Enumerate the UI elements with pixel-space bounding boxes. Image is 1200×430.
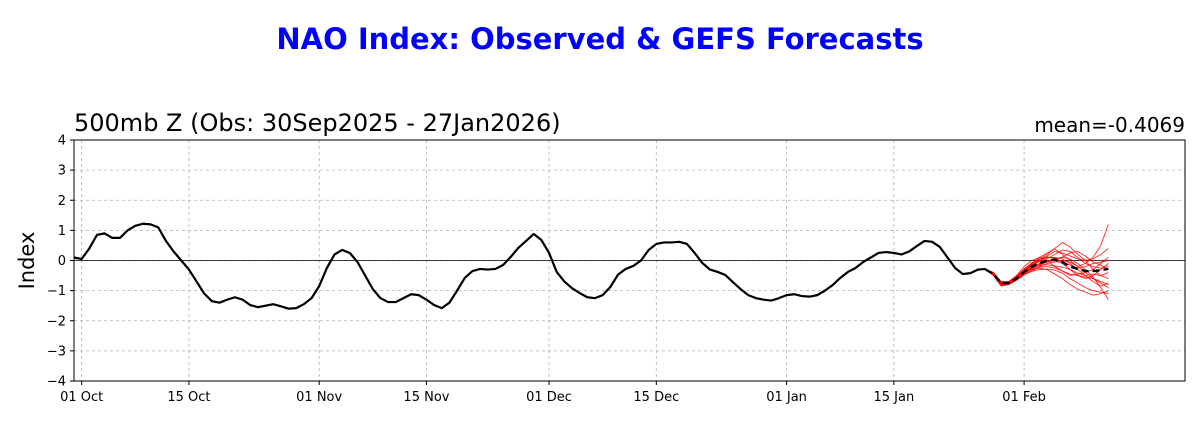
chart-suptitle: NAO Index: Observed & GEFS Forecasts <box>276 22 924 56</box>
y-tick-label: 4 <box>58 134 66 149</box>
forecast-member-line <box>985 268 1109 295</box>
observed-series-line <box>73 222 986 310</box>
ensemble-mean-line <box>985 258 1109 285</box>
y-tick-label: −2 <box>47 314 66 329</box>
y-tick-label: 1 <box>58 224 66 239</box>
y-tick-label: −1 <box>47 284 66 299</box>
chart-mean-label: mean=-0.4069 <box>1034 113 1185 137</box>
x-tick-label: 15 Oct <box>167 390 210 405</box>
chart-title: 500mb Z (Obs: 30Sep2025 - 27Jan2026) <box>74 109 561 137</box>
y-tick-label: −4 <box>47 375 66 390</box>
y-axis-label: Index <box>15 232 39 290</box>
y-tick-label: 2 <box>58 194 66 209</box>
x-tick-label: 15 Dec <box>633 390 679 405</box>
ticks-layer: −4 −3 −2 −1 0 1 2 3 4 01 Oct 15 Oct 01 Nov 15 Nov 01 … <box>47 134 1046 406</box>
x-tick-label: 01 Feb <box>1002 390 1046 405</box>
y-tick-label: −3 <box>47 344 66 359</box>
x-tick-label: 15 Nov <box>403 390 449 405</box>
x-tick-label: 01 Jan <box>766 390 807 405</box>
y-tick-label: 0 <box>58 254 66 269</box>
y-tick-label: 3 <box>58 164 66 179</box>
x-tick-label: 15 Jan <box>873 390 914 405</box>
forecast-members-layer <box>985 224 1109 300</box>
forecast-member-line <box>985 260 1109 285</box>
x-tick-label: 01 Nov <box>296 390 342 405</box>
x-tick-label: 01 Dec <box>526 390 572 405</box>
x-tick-label: 01 Oct <box>60 390 103 405</box>
